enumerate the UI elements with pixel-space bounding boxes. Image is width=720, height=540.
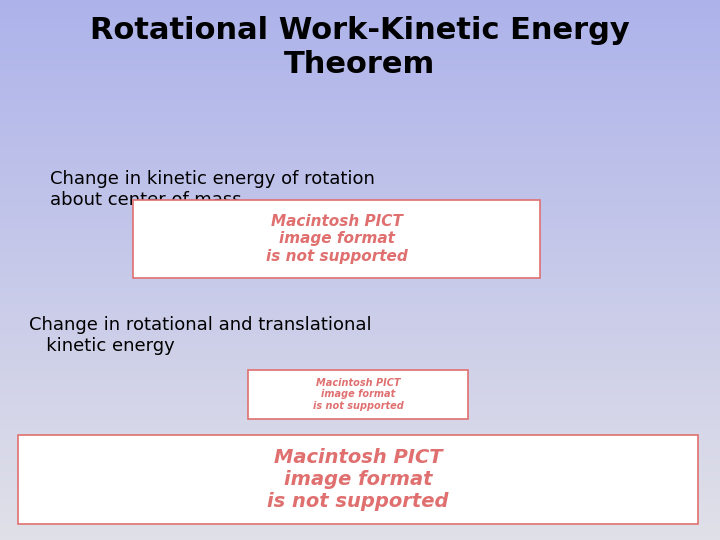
Text: Macintosh PICT
image format
is not supported: Macintosh PICT image format is not suppo…	[267, 448, 449, 511]
FancyBboxPatch shape	[133, 200, 540, 278]
Text: Macintosh PICT
image format
is not supported: Macintosh PICT image format is not suppo…	[266, 214, 408, 264]
Text: Change in rotational and translational
   kinetic energy: Change in rotational and translational k…	[29, 316, 372, 355]
FancyBboxPatch shape	[248, 370, 468, 418]
FancyBboxPatch shape	[18, 435, 698, 524]
Text: Change in kinetic energy of rotation
about center-of-mass: Change in kinetic energy of rotation abo…	[50, 170, 375, 209]
Text: Macintosh PICT
image format
is not supported: Macintosh PICT image format is not suppo…	[312, 377, 404, 411]
Text: Rotational Work-Kinetic Energy
Theorem: Rotational Work-Kinetic Energy Theorem	[90, 16, 630, 79]
